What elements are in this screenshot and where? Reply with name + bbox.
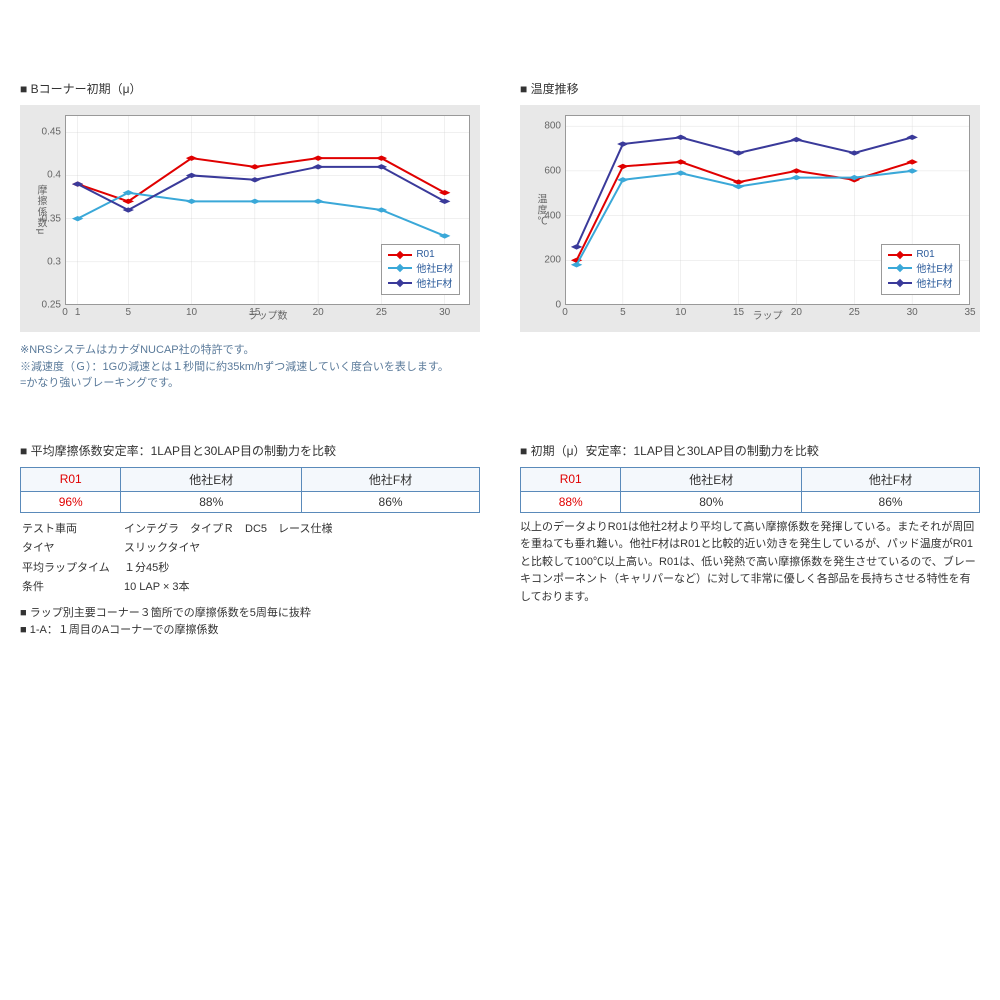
note-line-3: =かなり強いブレーキングです。 <box>20 375 480 392</box>
list-item: ラップ別主要コーナー３箇所での摩擦係数を5周毎に抜粋 <box>20 605 480 623</box>
chart1-x-ticks: 0151015202530 <box>65 307 470 319</box>
chart2-box: 温度℃ 0200400600800 05101520253035 R01他社E材… <box>520 105 980 332</box>
info-label: 条件 <box>22 579 122 597</box>
chart1-plot-area: 摩擦係数μ 0.250.30.350.40.45 0151015202530 R… <box>65 115 470 305</box>
tables-row: 平均摩擦係数安定率：1LAP目と30LAP目の制動力を比較 R01 他社E材 他… <box>20 442 980 641</box>
list-item: 1-A：１周目のAコーナーでの摩擦係数 <box>20 622 480 640</box>
chart1-column: Bコーナー初期（μ） 摩擦係数μ 0.250.30.350.40.45 0151… <box>20 80 480 392</box>
info-label: テスト車両 <box>22 521 122 539</box>
chart2-x-ticks: 05101520253035 <box>565 307 970 319</box>
nrs-notes: ※NRSシステムはカナダNUCAP社の特許です。 ※減速度（Ｇ）：1Gの減速とは… <box>20 342 480 392</box>
chart1-y-ticks: 0.250.30.350.40.45 <box>35 115 63 305</box>
note-line-2: ※減速度（Ｇ）：1Gの減速とは１秒間に約35km/hずつ減速していく度合いを表し… <box>20 359 480 376</box>
table2-value-e: 80% <box>621 491 802 512</box>
table-row: 平均ラップタイム１分45秒 <box>22 560 332 578</box>
table2-header-f: 他社F材 <box>802 467 980 491</box>
info-value: スリックタイヤ <box>124 540 332 558</box>
table1-value-f: 86% <box>302 491 480 512</box>
chart2-y-ticks: 0200400600800 <box>535 115 563 305</box>
table-row: R01 他社E材 他社F材 <box>21 467 480 491</box>
table-row: 88% 80% 86% <box>521 491 980 512</box>
info-label: タイヤ <box>22 540 122 558</box>
table2-header-r01: R01 <box>521 467 621 491</box>
chart2-title: 温度推移 <box>520 80 980 97</box>
table1-header-e: 他社E材 <box>121 467 302 491</box>
chart2-plot-area: 温度℃ 0200400600800 05101520253035 R01他社E材… <box>565 115 970 305</box>
table1-value-r01: 96% <box>21 491 121 512</box>
table-row: 96% 88% 86% <box>21 491 480 512</box>
table1-title: 平均摩擦係数安定率：1LAP目と30LAP目の制動力を比較 <box>20 442 480 459</box>
test-info-table: テスト車両インテグラ タイプＲ DC5 レース仕様 タイヤスリックタイヤ 平均ラ… <box>20 519 334 599</box>
table2-value-f: 86% <box>802 491 980 512</box>
info-value: インテグラ タイプＲ DC5 レース仕様 <box>124 521 332 539</box>
table1-header-f: 他社F材 <box>302 467 480 491</box>
chart2-column: 温度推移 温度℃ 0200400600800 05101520253035 R0… <box>520 80 980 392</box>
note-line-1: ※NRSシステムはカナダNUCAP社の特許です。 <box>20 342 480 359</box>
conclusion-text: 以上のデータよりR01は他社2材より平均して高い摩擦係数を発揮している。またそれ… <box>520 519 980 607</box>
charts-row: Bコーナー初期（μ） 摩擦係数μ 0.250.30.350.40.45 0151… <box>20 80 980 392</box>
comparison-table-2: R01 他社E材 他社F材 88% 80% 86% <box>520 467 980 513</box>
table2-value-r01: 88% <box>521 491 621 512</box>
chart1-legend: R01他社E材他社F材 <box>381 244 460 295</box>
table2-column: 初期（μ）安定率：1LAP目と30LAP目の制動力を比較 R01 他社E材 他社… <box>520 442 980 641</box>
chart1-title: Bコーナー初期（μ） <box>20 80 480 97</box>
info-label: 平均ラップタイム <box>22 560 122 578</box>
bullet-notes: ラップ別主要コーナー３箇所での摩擦係数を5周毎に抜粋 1-A：１周目のAコーナー… <box>20 605 480 640</box>
chart1-box: 摩擦係数μ 0.250.30.350.40.45 0151015202530 R… <box>20 105 480 332</box>
info-value: 10 LAP × 3本 <box>124 579 332 597</box>
info-value: １分45秒 <box>124 560 332 578</box>
table-row: テスト車両インテグラ タイプＲ DC5 レース仕様 <box>22 521 332 539</box>
table-row: R01 他社E材 他社F材 <box>521 467 980 491</box>
table2-title: 初期（μ）安定率：1LAP目と30LAP目の制動力を比較 <box>520 442 980 459</box>
table-row: 条件10 LAP × 3本 <box>22 579 332 597</box>
table-row: タイヤスリックタイヤ <box>22 540 332 558</box>
table2-header-e: 他社E材 <box>621 467 802 491</box>
table1-header-r01: R01 <box>21 467 121 491</box>
chart2-legend: R01他社E材他社F材 <box>881 244 960 295</box>
table1-value-e: 88% <box>121 491 302 512</box>
table1-column: 平均摩擦係数安定率：1LAP目と30LAP目の制動力を比較 R01 他社E材 他… <box>20 442 480 641</box>
comparison-table-1: R01 他社E材 他社F材 96% 88% 86% <box>20 467 480 513</box>
